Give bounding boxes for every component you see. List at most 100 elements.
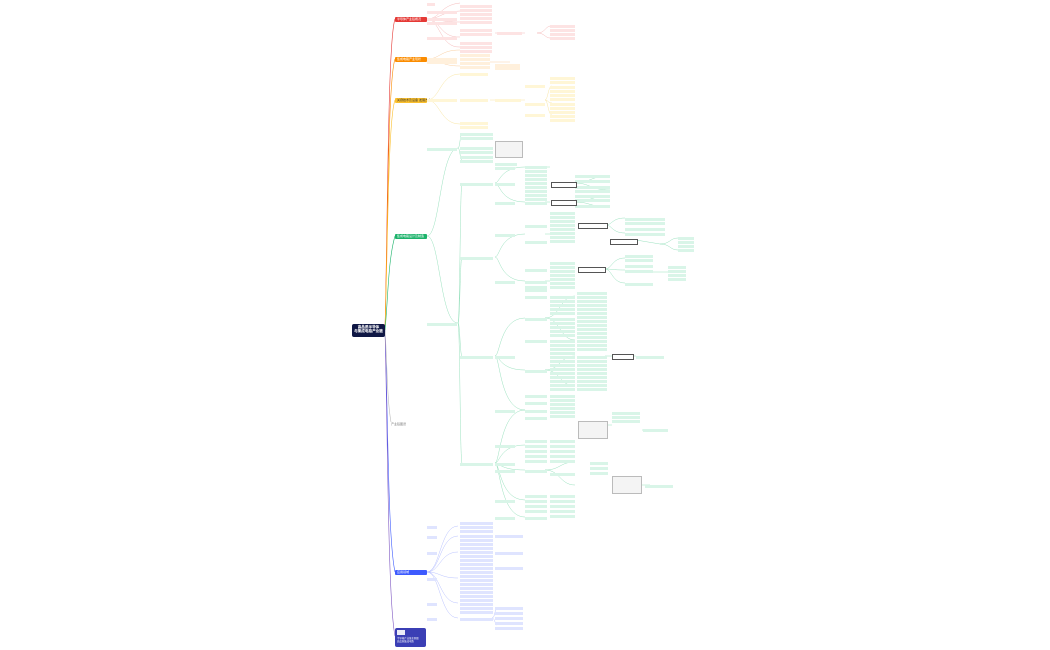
leaf-node[interactable]	[525, 505, 547, 508]
leaf-node[interactable]	[460, 21, 492, 24]
leaf-node[interactable]	[525, 289, 547, 292]
leaf-node[interactable]	[550, 330, 575, 333]
leaf-node[interactable]	[550, 407, 575, 410]
leaf-node[interactable]	[577, 312, 607, 315]
leaf-node[interactable]	[550, 224, 575, 227]
leaf-node[interactable]	[668, 270, 686, 273]
leaf-node[interactable]	[460, 559, 493, 562]
leaf-node[interactable]	[460, 33, 492, 36]
leaf-node[interactable]	[550, 312, 575, 315]
leaf-node[interactable]	[550, 403, 575, 406]
leaf-node[interactable]	[550, 278, 575, 281]
leaf-node[interactable]	[525, 395, 547, 398]
leaf-node[interactable]	[590, 462, 608, 465]
leaf-node[interactable]	[427, 323, 457, 326]
leaf-node[interactable]	[427, 61, 457, 64]
leaf-node[interactable]	[427, 99, 457, 102]
leaf-node[interactable]	[550, 455, 575, 458]
leaf-node[interactable]	[525, 166, 547, 169]
outlined-node[interactable]	[551, 182, 577, 188]
leaf-node[interactable]	[612, 412, 640, 415]
leaf-node[interactable]	[525, 194, 547, 197]
leaf-node[interactable]	[550, 81, 575, 84]
leaf-node[interactable]	[550, 119, 575, 122]
leaf-node[interactable]	[550, 326, 575, 329]
leaf-node[interactable]	[460, 29, 492, 32]
leaf-node[interactable]	[525, 85, 545, 88]
leaf-node[interactable]	[550, 495, 575, 498]
leaf-node[interactable]	[550, 460, 575, 463]
leaf-node[interactable]	[460, 603, 493, 606]
leaf-node[interactable]	[575, 180, 610, 183]
leaf-node[interactable]	[460, 530, 493, 533]
leaf-node[interactable]	[577, 376, 607, 379]
leaf-node[interactable]	[678, 237, 694, 240]
leaf-node[interactable]	[460, 618, 493, 621]
leaf-node[interactable]	[550, 266, 575, 269]
leaf-node[interactable]	[577, 304, 607, 307]
leaf-node[interactable]	[668, 278, 686, 281]
leaf-node[interactable]	[636, 356, 664, 359]
leaf-node[interactable]	[550, 262, 575, 265]
leaf-node[interactable]	[550, 334, 575, 337]
leaf-node[interactable]	[427, 148, 457, 151]
leaf-node[interactable]	[550, 296, 575, 299]
leaf-node[interactable]	[550, 505, 575, 508]
leaf-node[interactable]	[495, 500, 515, 503]
leaf-node[interactable]	[550, 473, 575, 476]
leaf-node[interactable]	[590, 467, 608, 470]
floating-label[interactable]: 产业链图谱	[391, 422, 407, 426]
outlined-node[interactable]	[551, 200, 577, 206]
leaf-node[interactable]	[577, 380, 607, 383]
leaf-node[interactable]	[550, 33, 575, 36]
leaf-node[interactable]	[427, 578, 437, 581]
leaf-node[interactable]	[525, 410, 547, 413]
leaf-node[interactable]	[460, 42, 492, 45]
leaf-node[interactable]	[460, 151, 493, 154]
leaf-node[interactable]	[577, 336, 607, 339]
leaf-node[interactable]	[550, 445, 575, 448]
leaf-node[interactable]	[460, 535, 493, 538]
leaf-node[interactable]	[525, 182, 547, 185]
leaf-node[interactable]	[550, 364, 575, 367]
leaf-node[interactable]	[550, 111, 575, 114]
leaf-node[interactable]	[495, 612, 523, 615]
branch-node-2[interactable]: 集成电路产业现状	[395, 57, 427, 62]
leaf-node[interactable]	[550, 372, 575, 375]
leaf-node[interactable]	[550, 216, 575, 219]
leaf-node[interactable]	[550, 286, 575, 289]
leaf-node[interactable]	[678, 245, 694, 248]
leaf-node[interactable]	[427, 17, 457, 21]
leaf-node[interactable]	[577, 360, 607, 363]
leaf-node[interactable]	[577, 368, 607, 371]
leaf-node[interactable]	[550, 322, 575, 325]
leaf-node[interactable]	[625, 233, 665, 236]
leaf-node[interactable]	[495, 167, 515, 170]
leaf-node[interactable]	[460, 356, 493, 359]
leaf-node[interactable]	[525, 281, 547, 284]
leaf-node[interactable]	[525, 402, 547, 405]
leaf-node[interactable]	[427, 603, 437, 606]
leaf-node[interactable]	[427, 526, 437, 529]
leaf-node[interactable]	[645, 485, 673, 488]
leaf-node[interactable]	[625, 228, 665, 231]
leaf-node[interactable]	[575, 190, 610, 193]
leaf-node[interactable]	[668, 274, 686, 277]
leaf-node[interactable]	[460, 611, 493, 614]
leaf-node[interactable]	[577, 348, 607, 351]
leaf-node[interactable]	[460, 73, 488, 76]
leaf-node[interactable]	[550, 399, 575, 402]
leaf-node[interactable]	[525, 286, 547, 289]
leaf-node[interactable]	[495, 163, 517, 166]
leaf-node[interactable]	[460, 58, 490, 61]
leaf-node[interactable]	[460, 17, 492, 20]
leaf-node[interactable]	[460, 563, 493, 566]
leaf-node[interactable]	[575, 186, 610, 189]
leaf-node[interactable]	[550, 368, 575, 371]
leaf-node[interactable]	[497, 32, 522, 35]
outlined-node[interactable]	[578, 267, 606, 273]
leaf-node[interactable]	[525, 500, 547, 503]
leaf-node[interactable]	[525, 460, 547, 463]
leaf-node[interactable]	[575, 195, 610, 198]
leaf-node[interactable]	[460, 160, 493, 163]
